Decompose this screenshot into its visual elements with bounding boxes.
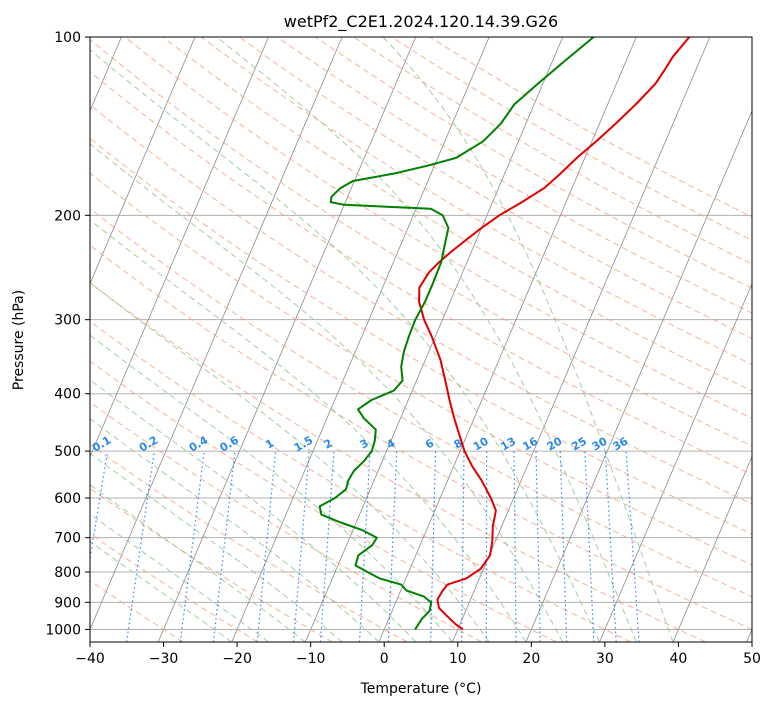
- dry-adiabat: [90, 208, 752, 598]
- dry-adiabat: [90, 104, 752, 505]
- moist-adiabat: [90, 219, 527, 642]
- x-tick-label: 40: [670, 651, 688, 667]
- isotherm-line: [599, 282, 752, 642]
- dry-adiabat: [90, 443, 408, 642]
- moist-adiabat: [90, 418, 380, 642]
- mixing-ratio-label: 1: [263, 437, 276, 452]
- isotherm-line: [378, 37, 637, 642]
- moist-adiabat: [216, 37, 637, 642]
- dry-adiabat: [90, 38, 752, 447]
- isotherm-line: [231, 37, 490, 642]
- moist-adiabat: [382, 37, 674, 642]
- moist-adiabat: [90, 282, 490, 642]
- y-tick-label: 200: [54, 208, 81, 224]
- x-tick-label: −10: [296, 651, 326, 667]
- isotherm-line: [90, 37, 196, 285]
- mixing-ratio-label: 6: [423, 436, 436, 451]
- moist-adiabat: [90, 49, 600, 642]
- mixing-ratio-label: 3: [358, 437, 371, 452]
- temperature-profile-line: [418, 37, 691, 631]
- mixing-ratio-line: [430, 451, 437, 642]
- dry-adiabat: [90, 401, 482, 642]
- x-tick-label: 0: [380, 651, 389, 667]
- moist-adiabat: [90, 452, 343, 642]
- x-tick-label: −40: [75, 651, 105, 667]
- x-tick-label: 50: [743, 651, 761, 667]
- dry-adiabat: [90, 360, 557, 642]
- y-tick-label: 900: [54, 595, 81, 611]
- mixing-ratio-line: [179, 451, 205, 642]
- dry-adiabat: [90, 580, 184, 642]
- y-tick-label: 1000: [45, 622, 81, 638]
- dry-adiabat: [90, 320, 632, 642]
- dewpoint-profile-line: [318, 37, 595, 630]
- dry-adiabat: [90, 172, 752, 566]
- dry-adiabat: [90, 487, 333, 642]
- dry-adiabat: [239, 37, 752, 339]
- dry-adiabat: [162, 37, 752, 392]
- y-tick-label: 500: [54, 444, 81, 460]
- isotherm-line: [90, 37, 269, 458]
- moist-adiabat: [90, 513, 269, 642]
- dry-adiabat: [90, 137, 752, 535]
- dry-adiabat: [90, 71, 752, 476]
- isotherm-line: [157, 37, 417, 642]
- mixing-ratio-line: [535, 451, 541, 642]
- dry-adiabat: [90, 244, 752, 630]
- y-axis-label: Pressure (hPa): [11, 290, 27, 390]
- dry-adiabat: [90, 282, 706, 642]
- mixing-ratio-line: [256, 451, 277, 642]
- dry-adiabat: [391, 37, 752, 241]
- mixing-ratio-line: [212, 451, 236, 642]
- chart-title: wetPf2_C2E1.2024.120.14.39.G26: [284, 12, 558, 32]
- plot-frame: [89, 36, 753, 643]
- y-axis: 1000 900 800 700 600 500 400 300 200 100: [45, 30, 90, 638]
- y-tick-label: 800: [54, 565, 81, 581]
- mixing-ratio-line: [126, 451, 155, 642]
- isotherm-line: [746, 628, 752, 642]
- isotherm-line: [90, 37, 343, 631]
- y-tick-label: 100: [54, 30, 81, 46]
- mixing-ratio-line: [293, 451, 310, 642]
- mixing-ratio-line: [559, 451, 568, 642]
- mixing-ratio-line: [513, 451, 517, 642]
- x-axis-label: Temperature (°C): [360, 681, 482, 697]
- y-tick-label: 700: [54, 531, 81, 547]
- mixing-ratio-line: [358, 451, 371, 642]
- mixing-ratio-label: 4: [384, 436, 397, 451]
- moist-adiabat: [90, 143, 564, 642]
- dry-adiabat: [90, 533, 259, 642]
- x-tick-label: 20: [522, 651, 540, 667]
- mixing-ratio-line: [584, 451, 595, 642]
- mixing-ratio-line: [319, 451, 335, 642]
- x-axis: −40 −30 −20 −10 0 10 20 30 40 50: [75, 642, 761, 667]
- x-tick-label: 30: [596, 651, 614, 667]
- mixing-ratio-line: [604, 451, 617, 642]
- moist-adiabat: [90, 379, 417, 642]
- x-tick-label: 10: [449, 651, 467, 667]
- y-tick-label: 600: [54, 491, 81, 507]
- mixing-ratio-line: [387, 451, 398, 642]
- mixing-ratio-line: [90, 451, 109, 563]
- dry-adiabat: [124, 37, 752, 419]
- y-tick-label: 300: [54, 313, 81, 329]
- x-tick-label: −30: [149, 651, 179, 667]
- x-tick-label: −20: [222, 651, 252, 667]
- isotherm-line: [672, 455, 752, 642]
- mixing-ratio-label: 2: [322, 437, 335, 452]
- mixing-ratio-line: [625, 451, 640, 642]
- plot-area: 0.10.20.40.611.52346810131620253036-100-…: [90, 37, 752, 642]
- isotherm-line: [452, 37, 711, 642]
- moist-adiabat: [90, 484, 306, 642]
- isotherm-line: [525, 109, 752, 642]
- y-tick-label: 400: [54, 387, 81, 403]
- mixing-ratio-line: [461, 451, 465, 642]
